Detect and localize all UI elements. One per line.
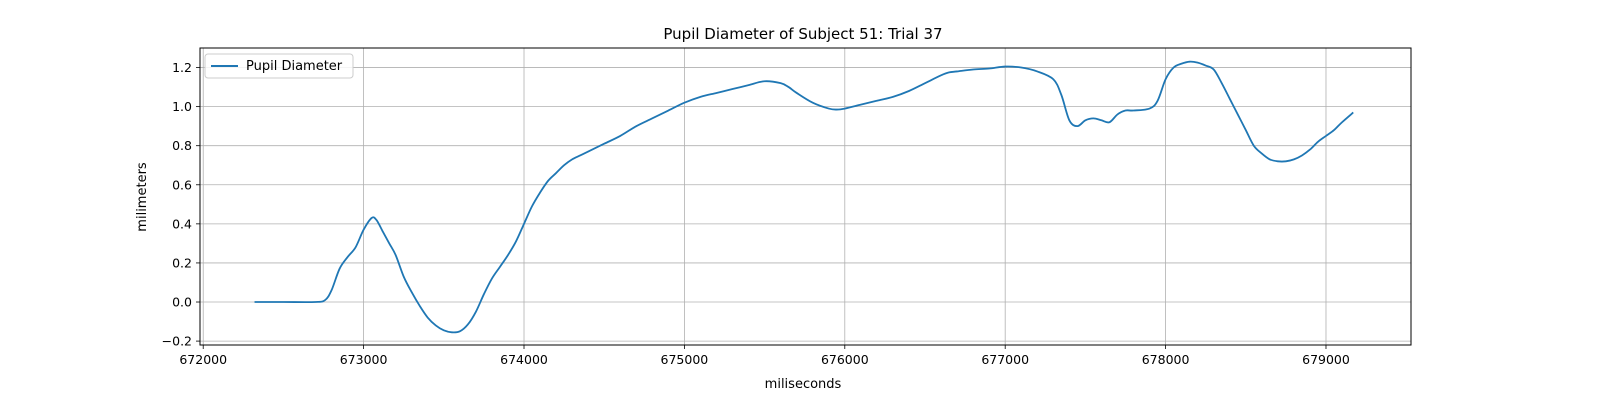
y-tick-label: 0.2 — [172, 255, 192, 270]
y-tick-label: 1.2 — [172, 60, 192, 75]
y-tick-label: 1.0 — [172, 99, 192, 114]
x-tick-label: 674000 — [500, 352, 548, 367]
chart-title: Pupil Diameter of Subject 51: Trial 37 — [663, 25, 942, 43]
y-tick-label: 0.6 — [172, 177, 192, 192]
x-axis-label: miliseconds — [765, 377, 842, 392]
x-tick-label: 679000 — [1302, 352, 1350, 367]
series-layer — [254, 60, 1354, 334]
x-tick-label: 676000 — [821, 352, 869, 367]
axis-ticks: 672000 673000 674000 675000 676000 677000 6780… — [162, 60, 1350, 367]
x-tick-label: 673000 — [340, 352, 388, 367]
legend-label: Pupil Diameter — [246, 59, 343, 74]
x-tick-label: 678000 — [1142, 352, 1190, 367]
y-axis-label: milimeters — [135, 162, 150, 232]
y-tick-label: 0.0 — [172, 295, 192, 310]
legend-box — [204, 53, 354, 79]
series-line-pupil-diameter — [254, 60, 1354, 334]
grid-lines — [200, 48, 1411, 345]
y-tick-label: −0.2 — [162, 334, 192, 349]
y-tick-label: 0.4 — [172, 216, 192, 231]
plot-frame — [199, 47, 1412, 346]
x-tick-label: 675000 — [661, 352, 709, 367]
y-tick-label: 0.8 — [172, 138, 192, 153]
x-tick-label: 672000 — [179, 352, 227, 367]
x-tick-label: 677000 — [981, 352, 1029, 367]
legend: Pupil Diameter — [204, 53, 354, 79]
